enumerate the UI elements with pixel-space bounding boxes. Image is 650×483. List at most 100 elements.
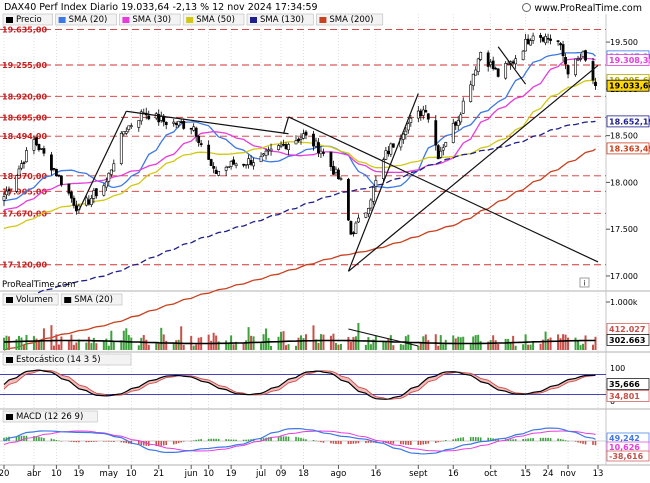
volume-bar <box>522 344 525 350</box>
candle-body <box>489 61 493 66</box>
macd-hist-bar <box>175 441 178 444</box>
candle-body <box>32 139 36 151</box>
volume-bar <box>579 345 582 350</box>
macd-hist-bar <box>514 439 517 441</box>
volume-bar <box>337 344 340 350</box>
candle-body <box>384 150 388 160</box>
macd-hist-bar <box>300 437 302 441</box>
macd-hist-bar <box>55 439 58 441</box>
volume-bar <box>497 343 500 350</box>
macd-hist-bar <box>350 441 352 444</box>
volume-bar <box>287 344 290 350</box>
candle-body <box>139 111 143 122</box>
x-tick-label: 19 <box>73 469 84 479</box>
macd-hist-bar <box>454 438 457 441</box>
x-tick-label: oct <box>484 469 498 479</box>
candle-body <box>564 57 567 65</box>
legend-label: SMA (20) <box>74 295 113 305</box>
resistance-label: 19.255,00 <box>2 61 47 70</box>
candle-body <box>426 113 430 120</box>
macd-hist-bar <box>8 436 10 441</box>
volume-bar <box>387 339 390 350</box>
volume-bar <box>354 336 357 350</box>
macd-hist-bar <box>285 436 287 441</box>
volume-bar <box>527 344 530 350</box>
candle-body <box>404 130 408 135</box>
macd-hist-bar <box>592 441 594 445</box>
candle-body <box>352 232 355 235</box>
candle-body <box>406 123 410 131</box>
volume-bar <box>314 339 317 350</box>
volume-bar <box>474 335 477 350</box>
macd-hist-bar <box>382 441 385 443</box>
volume-bar <box>145 339 148 350</box>
macd-hist-bar <box>75 441 78 443</box>
volume-bar <box>140 337 143 350</box>
macd-hist-bar <box>542 437 544 441</box>
volume-bar <box>137 345 140 350</box>
candle-body <box>92 190 96 199</box>
macd-hist-bar <box>367 441 370 443</box>
volume-bar <box>207 334 210 350</box>
macd-hist-bar <box>142 441 145 446</box>
legend-swatch <box>319 17 327 23</box>
legend-swatch <box>58 17 66 23</box>
value-tag-text: 35,666 <box>609 380 640 389</box>
macd-hist-bar <box>474 437 477 441</box>
volume-bar <box>77 339 80 350</box>
volume-bar <box>227 343 230 350</box>
candle-body <box>371 186 375 202</box>
candle-body <box>20 163 23 169</box>
candle-body <box>474 69 478 76</box>
volume-bar <box>172 343 175 350</box>
trendline <box>497 46 527 85</box>
value-tag <box>606 79 650 92</box>
volume-bar <box>304 334 307 350</box>
volume-bar <box>217 341 220 350</box>
macd-hist-bar <box>459 437 462 441</box>
volume-bar <box>442 344 445 350</box>
candle-body <box>357 217 360 223</box>
macd-hist-bar <box>262 438 265 441</box>
stoch-k-line <box>3 369 596 400</box>
volume-bar <box>529 344 532 350</box>
value-tag <box>606 54 650 66</box>
candle-body <box>581 51 585 58</box>
volume-bar <box>87 336 90 350</box>
volume-bar <box>419 342 422 350</box>
legend-label: SMA (130) <box>260 15 304 25</box>
value-tag-text: 49,242 <box>609 434 640 443</box>
candle-body <box>107 172 111 182</box>
macd-hist-bar <box>165 441 168 446</box>
volume-bar <box>232 344 235 350</box>
value-tag-text: 34,801 <box>609 392 640 401</box>
site-link[interactable]: www.ProRealTime.com <box>522 3 642 14</box>
candle-body <box>282 143 285 146</box>
candle-body <box>277 145 280 150</box>
candle-body <box>374 180 378 187</box>
macd-hist-bar <box>355 441 357 444</box>
volume-bar <box>542 339 545 350</box>
macd-hist-bar <box>427 441 430 444</box>
legend-label: SMA (30) <box>132 15 171 25</box>
macd-hist-bar <box>23 435 25 441</box>
macd-hist-bar <box>347 441 350 445</box>
macd-hist-bar <box>215 438 217 441</box>
candle-body <box>137 120 141 128</box>
macd-hist-bar <box>18 435 20 441</box>
volume-bar <box>547 338 550 350</box>
macd-hist-bar <box>103 441 105 442</box>
legend-item-5 <box>316 13 384 26</box>
volume-bar <box>112 340 115 350</box>
volume-bar <box>157 343 160 350</box>
volume-bar <box>374 335 377 350</box>
legend-label: Precio <box>16 15 42 25</box>
candle-body <box>454 121 458 126</box>
candle-body <box>559 43 562 46</box>
candle-body <box>22 162 26 164</box>
candle-body <box>312 133 315 147</box>
y-tick-label: 18.000 <box>610 178 638 187</box>
candle-body <box>419 110 423 117</box>
macd-hist-bar <box>247 439 250 441</box>
